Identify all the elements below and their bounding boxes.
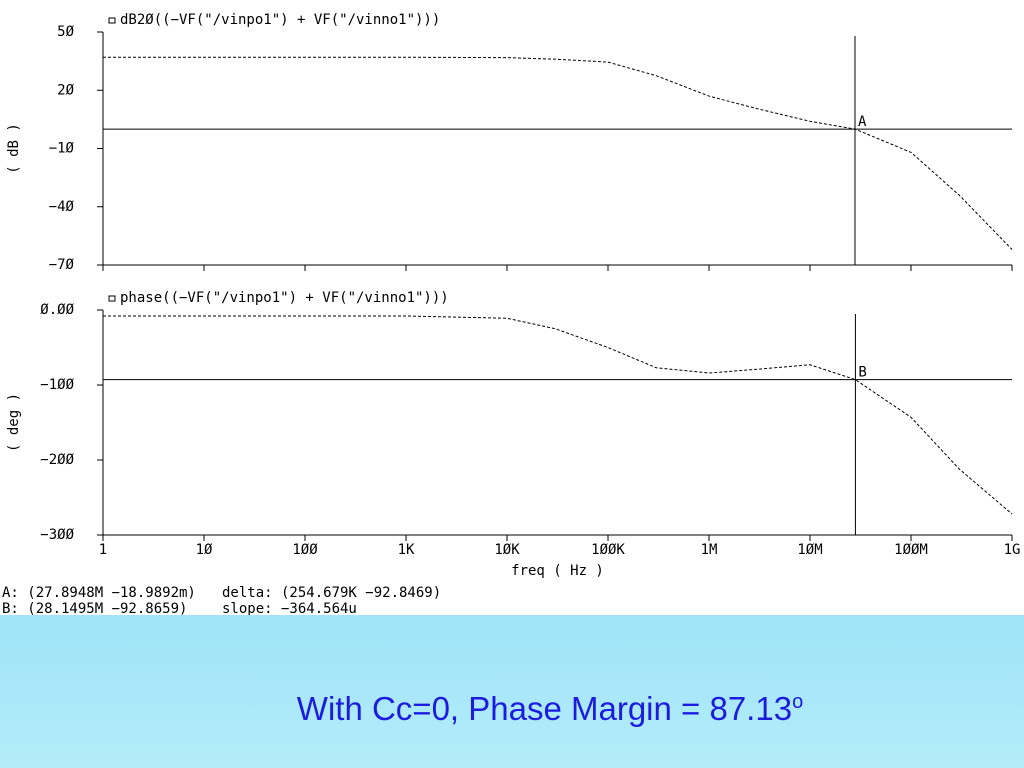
caption: With Cc=0, Phase Margin = 87.13o <box>0 690 1024 728</box>
cursor-label: B <box>858 365 866 381</box>
x-tick-label: 1G <box>1004 542 1021 558</box>
legend-marker <box>108 295 116 302</box>
chart: dB2Ø((−VF("/vinpo1") + VF("/vinno1"))) ( … <box>2 12 1021 617</box>
legend-marker <box>108 17 116 24</box>
x-tick-label: 1ØØM <box>894 542 928 558</box>
y-tick-label: −1Ø <box>49 141 75 157</box>
y-tick-label: −7Ø <box>49 257 75 273</box>
x-tick-label: 1M <box>701 542 718 558</box>
x-tick-label: 1ØK <box>494 542 520 558</box>
x-tick-label: 1ØØ <box>292 542 318 558</box>
x-axis-label: freq ( Hz ) <box>511 563 604 579</box>
cursor-readout: A: (27.8948M −18.9892m) <box>2 585 196 601</box>
y-tick-label: −3ØØ <box>40 527 74 543</box>
y-tick-label: −2ØØ <box>40 452 74 468</box>
y-tick-label: −4Ø <box>49 199 75 215</box>
x-tick-label: 1ØØK <box>591 542 625 558</box>
y-tick-label: −1ØØ <box>40 377 74 393</box>
caption-superscript: o <box>792 691 804 713</box>
cursor-label: A <box>858 114 867 130</box>
cursor-readout: delta: (254.679K −92.8469) <box>222 585 441 601</box>
chart-title: phase((−VF("/vinpo1") + VF("/vinno1"))) <box>120 290 449 306</box>
chart-title: dB2Ø((−VF("/vinpo1") + VF("/vinno1"))) <box>120 12 440 28</box>
y-tick-label: 5Ø <box>57 24 74 40</box>
caption-text: With Cc=0, Phase Margin = 87.13 <box>296 690 793 727</box>
y-axis-label: ( dB ) <box>6 123 22 174</box>
x-tick-label: 1Ø <box>196 542 213 558</box>
caption-band <box>0 615 1024 768</box>
data-line <box>103 315 1013 515</box>
data-line <box>103 56 1013 250</box>
y-axis-label: ( deg ) <box>6 393 22 452</box>
x-tick-label: 1ØM <box>797 542 822 558</box>
y-tick-label: 2Ø <box>57 82 74 98</box>
x-tick-label: 1K <box>398 542 415 558</box>
y-tick-label: Ø.ØØ <box>40 302 74 318</box>
cursor-readout: slope: −364.564u <box>222 601 357 615</box>
x-tick-label: 1 <box>99 542 107 558</box>
cursor-readout: B: (28.1495M −92.8659) <box>2 601 187 615</box>
